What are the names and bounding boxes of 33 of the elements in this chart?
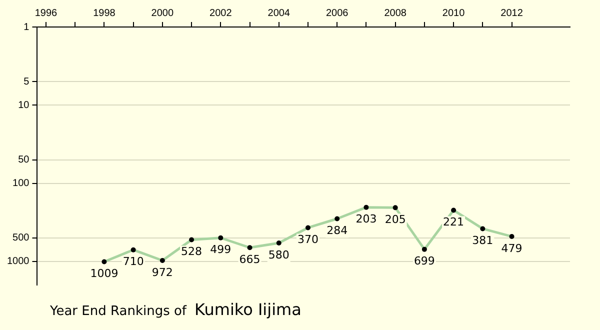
y-tick-label: 10	[18, 100, 30, 111]
data-label: 710	[122, 255, 144, 268]
y-tick-label: 5	[24, 76, 30, 88]
data-label: 580	[268, 248, 290, 262]
data-label: 972	[152, 266, 173, 279]
x-tick-label: 2000	[151, 8, 174, 19]
data-label: 221	[443, 216, 464, 229]
x-tick-label: 2010	[442, 8, 466, 19]
data-label: 203	[356, 212, 377, 226]
x-tick-label: 2008	[384, 8, 407, 19]
data-label: 665	[239, 252, 260, 266]
x-tick-label: 2012	[500, 8, 524, 19]
x-tick-label: 2004	[268, 8, 290, 19]
y-tick-label: 500	[12, 232, 30, 244]
data-label: 499	[210, 243, 232, 256]
text: Kumiko Iijima	[194, 300, 302, 319]
data-label: 699	[414, 254, 435, 268]
data-label: 370	[297, 233, 318, 246]
x-tick-label: 2006	[326, 8, 349, 19]
y-tick-label: 1	[24, 22, 30, 33]
x-tick-label: 2002	[210, 8, 232, 19]
y-tick-label: 50	[18, 154, 30, 166]
y-tick-label: 1000	[6, 256, 30, 268]
data-label: 381	[472, 234, 494, 248]
data-label: 284	[326, 224, 348, 238]
x-tick-label: 1998	[93, 8, 116, 19]
x-tick-label: 1996	[34, 8, 58, 19]
data-label: 205	[384, 213, 406, 226]
y-tick-label: 100	[12, 178, 30, 190]
data-label: 1009	[90, 267, 118, 280]
data-label: 528	[181, 245, 202, 258]
text: Year End Rankings of	[50, 304, 187, 319]
data-label: 479	[501, 242, 522, 255]
